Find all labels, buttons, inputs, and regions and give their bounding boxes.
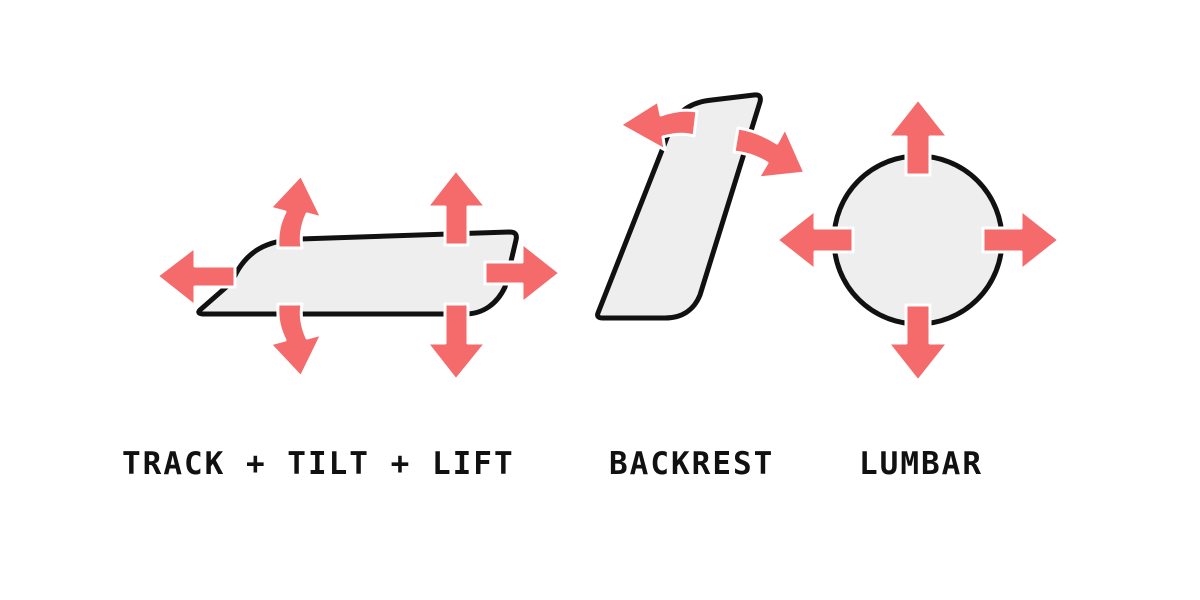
lumbar-label: LUMBAR [859, 446, 983, 482]
seat-front-lift-down-arrow [425, 302, 488, 382]
seat-track-back-arrow [155, 245, 237, 308]
lumbar-group [775, 97, 1061, 383]
seat-front-lift-up-arrow [425, 168, 488, 247]
backrest-recline-forward-arrow [732, 126, 807, 180]
seat-label: TRACK + TILT + LIFT [122, 446, 515, 482]
seat-rear-tilt-down-arrow [268, 302, 324, 379]
backrest-recline-back-arrow [618, 99, 699, 152]
lumbar-down-arrow [886, 303, 950, 383]
backrest-shape [595, 92, 763, 321]
lumbar-up-arrow [886, 97, 950, 177]
seat-rear-tilt-up-arrow [268, 173, 324, 250]
backrest-label: BACKREST [609, 446, 775, 482]
backrest-group [595, 92, 807, 321]
lumbar-right-arrow [981, 208, 1061, 272]
lumbar-shape [831, 153, 1005, 327]
lumbar-left-arrow [775, 208, 855, 272]
seat-cushion-group [155, 168, 562, 382]
seat-cushion-shape [196, 229, 519, 317]
seat-track-forward-arrow [483, 241, 562, 305]
